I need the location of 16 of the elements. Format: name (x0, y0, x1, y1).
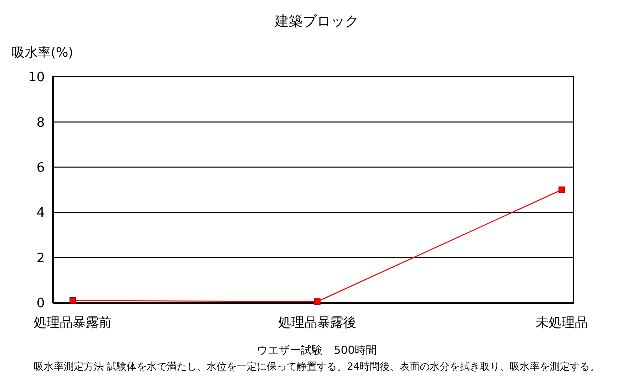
y-axis-title: 吸水率(%) (12, 45, 74, 61)
point (314, 298, 321, 306)
y-tick-label: 8 (36, 116, 45, 131)
y-tick-label: 0 (36, 296, 45, 312)
x-tick-label: 処理品暴露前 (34, 316, 112, 331)
point (70, 297, 76, 304)
y-tick-label: 2 (36, 251, 45, 266)
point (558, 186, 566, 194)
y-tick-label: 6 (36, 160, 45, 176)
chart-title: 建築ブロック (274, 14, 359, 30)
y-tick-label: 10 (28, 70, 45, 86)
x-axis-title: ウエザー試験 500時間 (257, 344, 377, 357)
x-tick-label: 未処理品 (536, 316, 588, 331)
text: 吸水率測定方法 試験体を水で満たし、水位を一定に保って静置する。24時間後、表面の水分を拭き取り、吸水率を測定する。 (34, 361, 600, 373)
x-tick-label: 処理品暴露後 (278, 316, 356, 331)
y-tick-label: 4 (36, 206, 45, 222)
